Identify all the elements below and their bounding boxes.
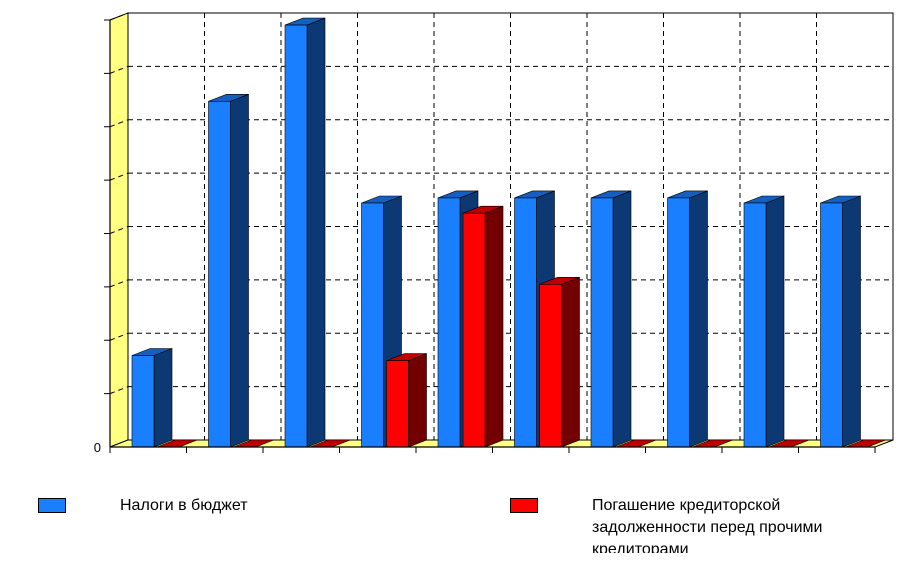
legend-swatch-debt-repayment <box>510 498 538 513</box>
grid-line-side <box>109 172 129 181</box>
legend-swatch-taxes <box>38 498 66 513</box>
grid-line-side <box>109 386 129 395</box>
legend-label-debt-repayment: Погашение кредиторской задолженности пер… <box>592 497 823 553</box>
bar <box>667 190 708 448</box>
bar <box>539 276 580 448</box>
bar <box>208 93 249 448</box>
bar <box>743 195 785 448</box>
y-tick-label: 0 <box>94 440 101 455</box>
legend-item-debt-repayment: Погашение кредиторской задолженности пер… <box>510 497 882 553</box>
grid-line-side <box>109 226 129 234</box>
legend-item-taxes: Налоги в бюджет <box>38 497 248 517</box>
bar <box>386 353 427 448</box>
bar <box>590 190 632 448</box>
grid-line-side <box>109 119 129 128</box>
bar-chart: 0 <box>94 12 894 455</box>
bar <box>820 195 861 448</box>
bar <box>131 348 173 448</box>
grid-line-side <box>109 65 129 74</box>
grid-line-side <box>109 279 129 288</box>
bar <box>284 17 326 448</box>
legend-label-taxes: Налоги в бюджет <box>120 497 248 514</box>
grid-line-side <box>109 332 129 341</box>
bar <box>462 205 504 448</box>
grid-line-side <box>109 12 129 21</box>
bars-layer <box>131 17 886 448</box>
axes-layer: 0 <box>94 20 876 455</box>
grid-lines <box>104 12 893 440</box>
